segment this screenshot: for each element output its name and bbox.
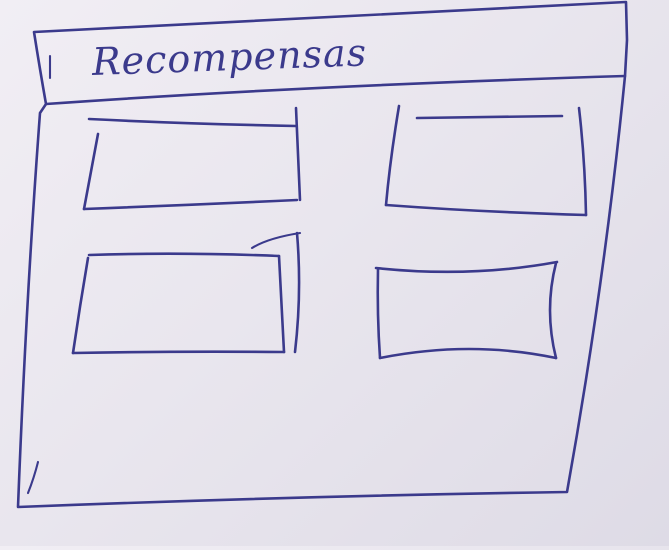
card-top-right	[384, 104, 588, 217]
page-frame	[16, 0, 629, 509]
corner-mark	[26, 460, 40, 495]
header-bar	[44, 74, 627, 106]
card-bottom-right	[374, 260, 559, 360]
card-bottom-left	[71, 231, 302, 355]
card-top-left	[82, 106, 302, 211]
